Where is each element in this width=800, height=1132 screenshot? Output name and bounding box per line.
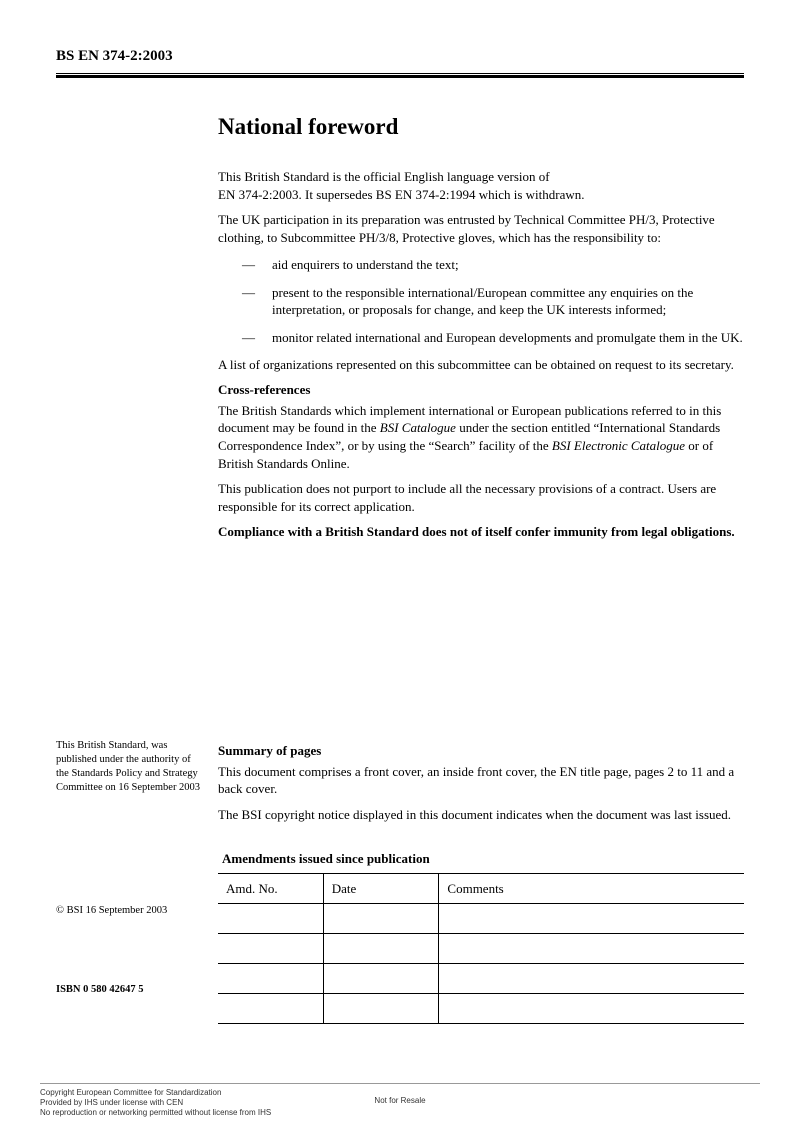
table-row <box>218 934 744 964</box>
footer-left: Copyright European Committee for Standar… <box>40 1088 280 1118</box>
paragraph: The UK participation in its preparation … <box>218 211 744 246</box>
compliance-notice: Compliance with a British Standard does … <box>218 523 744 541</box>
table-row <box>218 964 744 994</box>
paragraph: This publication does not purport to inc… <box>218 480 744 515</box>
list-text: monitor related international and Europe… <box>272 329 744 347</box>
paragraph: The British Standards which implement in… <box>218 402 744 472</box>
amendments-heading: Amendments issued since publication <box>222 851 744 867</box>
table-row <box>218 994 744 1024</box>
paragraph: A list of organizations represented on t… <box>218 356 744 374</box>
dash-marker: — <box>242 256 272 274</box>
col-header-comments: Comments <box>439 874 744 904</box>
footer-center: Not for Resale <box>280 1088 520 1118</box>
dash-marker: — <box>242 329 272 347</box>
col-header-amd: Amd. No. <box>218 874 323 904</box>
paragraph: This document comprises a front cover, a… <box>218 763 744 798</box>
table-row <box>218 904 744 934</box>
summary-heading: Summary of pages <box>218 743 744 759</box>
paragraph: This British Standard is the official En… <box>218 168 744 203</box>
paragraph: The BSI copyright notice displayed in th… <box>218 806 744 824</box>
page-footer: Copyright European Committee for Standar… <box>40 1083 760 1118</box>
list-text: aid enquirers to understand the text; <box>272 256 744 274</box>
standard-code: BS EN 374-2:2003 <box>56 48 744 65</box>
list-item: — present to the responsible internation… <box>242 284 744 319</box>
page-title: National foreword <box>218 114 744 140</box>
publication-note: This British Standard, was published und… <box>56 739 206 796</box>
list-text: present to the responsible international… <box>272 284 744 319</box>
responsibility-list: — aid enquirers to understand the text; … <box>242 256 744 346</box>
dash-marker: — <box>242 284 272 319</box>
isbn: ISBN 0 580 42647 5 <box>56 984 206 995</box>
amendments-table: Amd. No. Date Comments <box>218 873 744 1024</box>
cross-references-heading: Cross-references <box>218 382 744 398</box>
col-header-date: Date <box>323 874 439 904</box>
table-header-row: Amd. No. Date Comments <box>218 874 744 904</box>
copyright-note: © BSI 16 September 2003 <box>56 905 206 916</box>
header-rule <box>56 73 744 78</box>
list-item: — aid enquirers to understand the text; <box>242 256 744 274</box>
list-item: — monitor related international and Euro… <box>242 329 744 347</box>
